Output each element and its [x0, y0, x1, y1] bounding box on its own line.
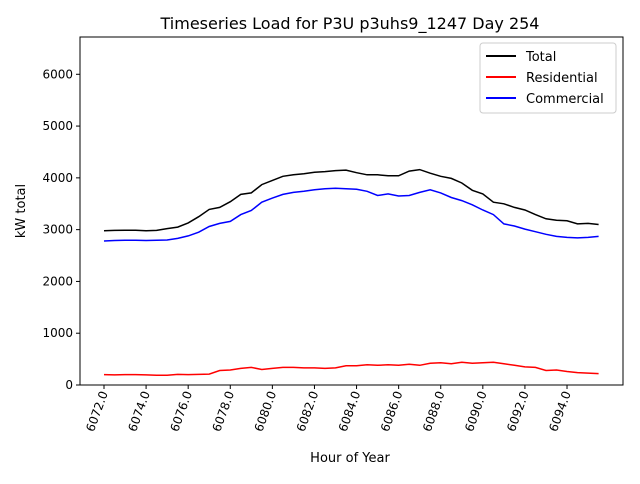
- x-tick-label: 6094.0: [546, 389, 574, 433]
- x-tick-label: 6092.0: [504, 389, 532, 433]
- series-line-residential: [103, 361, 599, 376]
- legend: Total Residential Commercial: [479, 42, 617, 114]
- x-tick-label: 6088.0: [420, 389, 448, 433]
- y-tick-label: 3000: [42, 223, 73, 237]
- y-axis-label: kW total: [14, 184, 29, 238]
- chart-title: Timeseries Load for P3U p3uhs9_1247 Day …: [160, 14, 540, 34]
- y-tick-label: 0: [65, 378, 73, 392]
- x-tick-label: 6084.0: [336, 389, 364, 433]
- y-tick-label: 4000: [42, 171, 73, 185]
- y-tick-label: 2000: [42, 274, 73, 288]
- x-tick-label: 6086.0: [378, 389, 406, 433]
- series-line-commercial: [103, 187, 599, 242]
- y-tick-label: 1000: [42, 326, 73, 340]
- x-tick-label: 6076.0: [167, 389, 195, 433]
- plot-frame: [79, 36, 624, 386]
- legend-label-total: Total: [525, 50, 556, 65]
- legend-label-residential: Residential: [526, 71, 598, 86]
- x-axis-label: Hour of Year: [310, 451, 390, 466]
- x-tick-label: 6082.0: [294, 389, 322, 433]
- x-tick-label: 6090.0: [462, 389, 490, 433]
- legend-label-commercial: Commercial: [526, 92, 604, 107]
- y-tick-label: 6000: [42, 67, 73, 81]
- series-line-total: [103, 168, 599, 232]
- x-tick-label: 6072.0: [83, 389, 111, 433]
- x-tick-label: 6074.0: [125, 389, 153, 433]
- y-tick-label: 5000: [42, 119, 73, 133]
- x-tick-label: 6078.0: [210, 389, 238, 433]
- x-tick-label: 6080.0: [252, 389, 280, 433]
